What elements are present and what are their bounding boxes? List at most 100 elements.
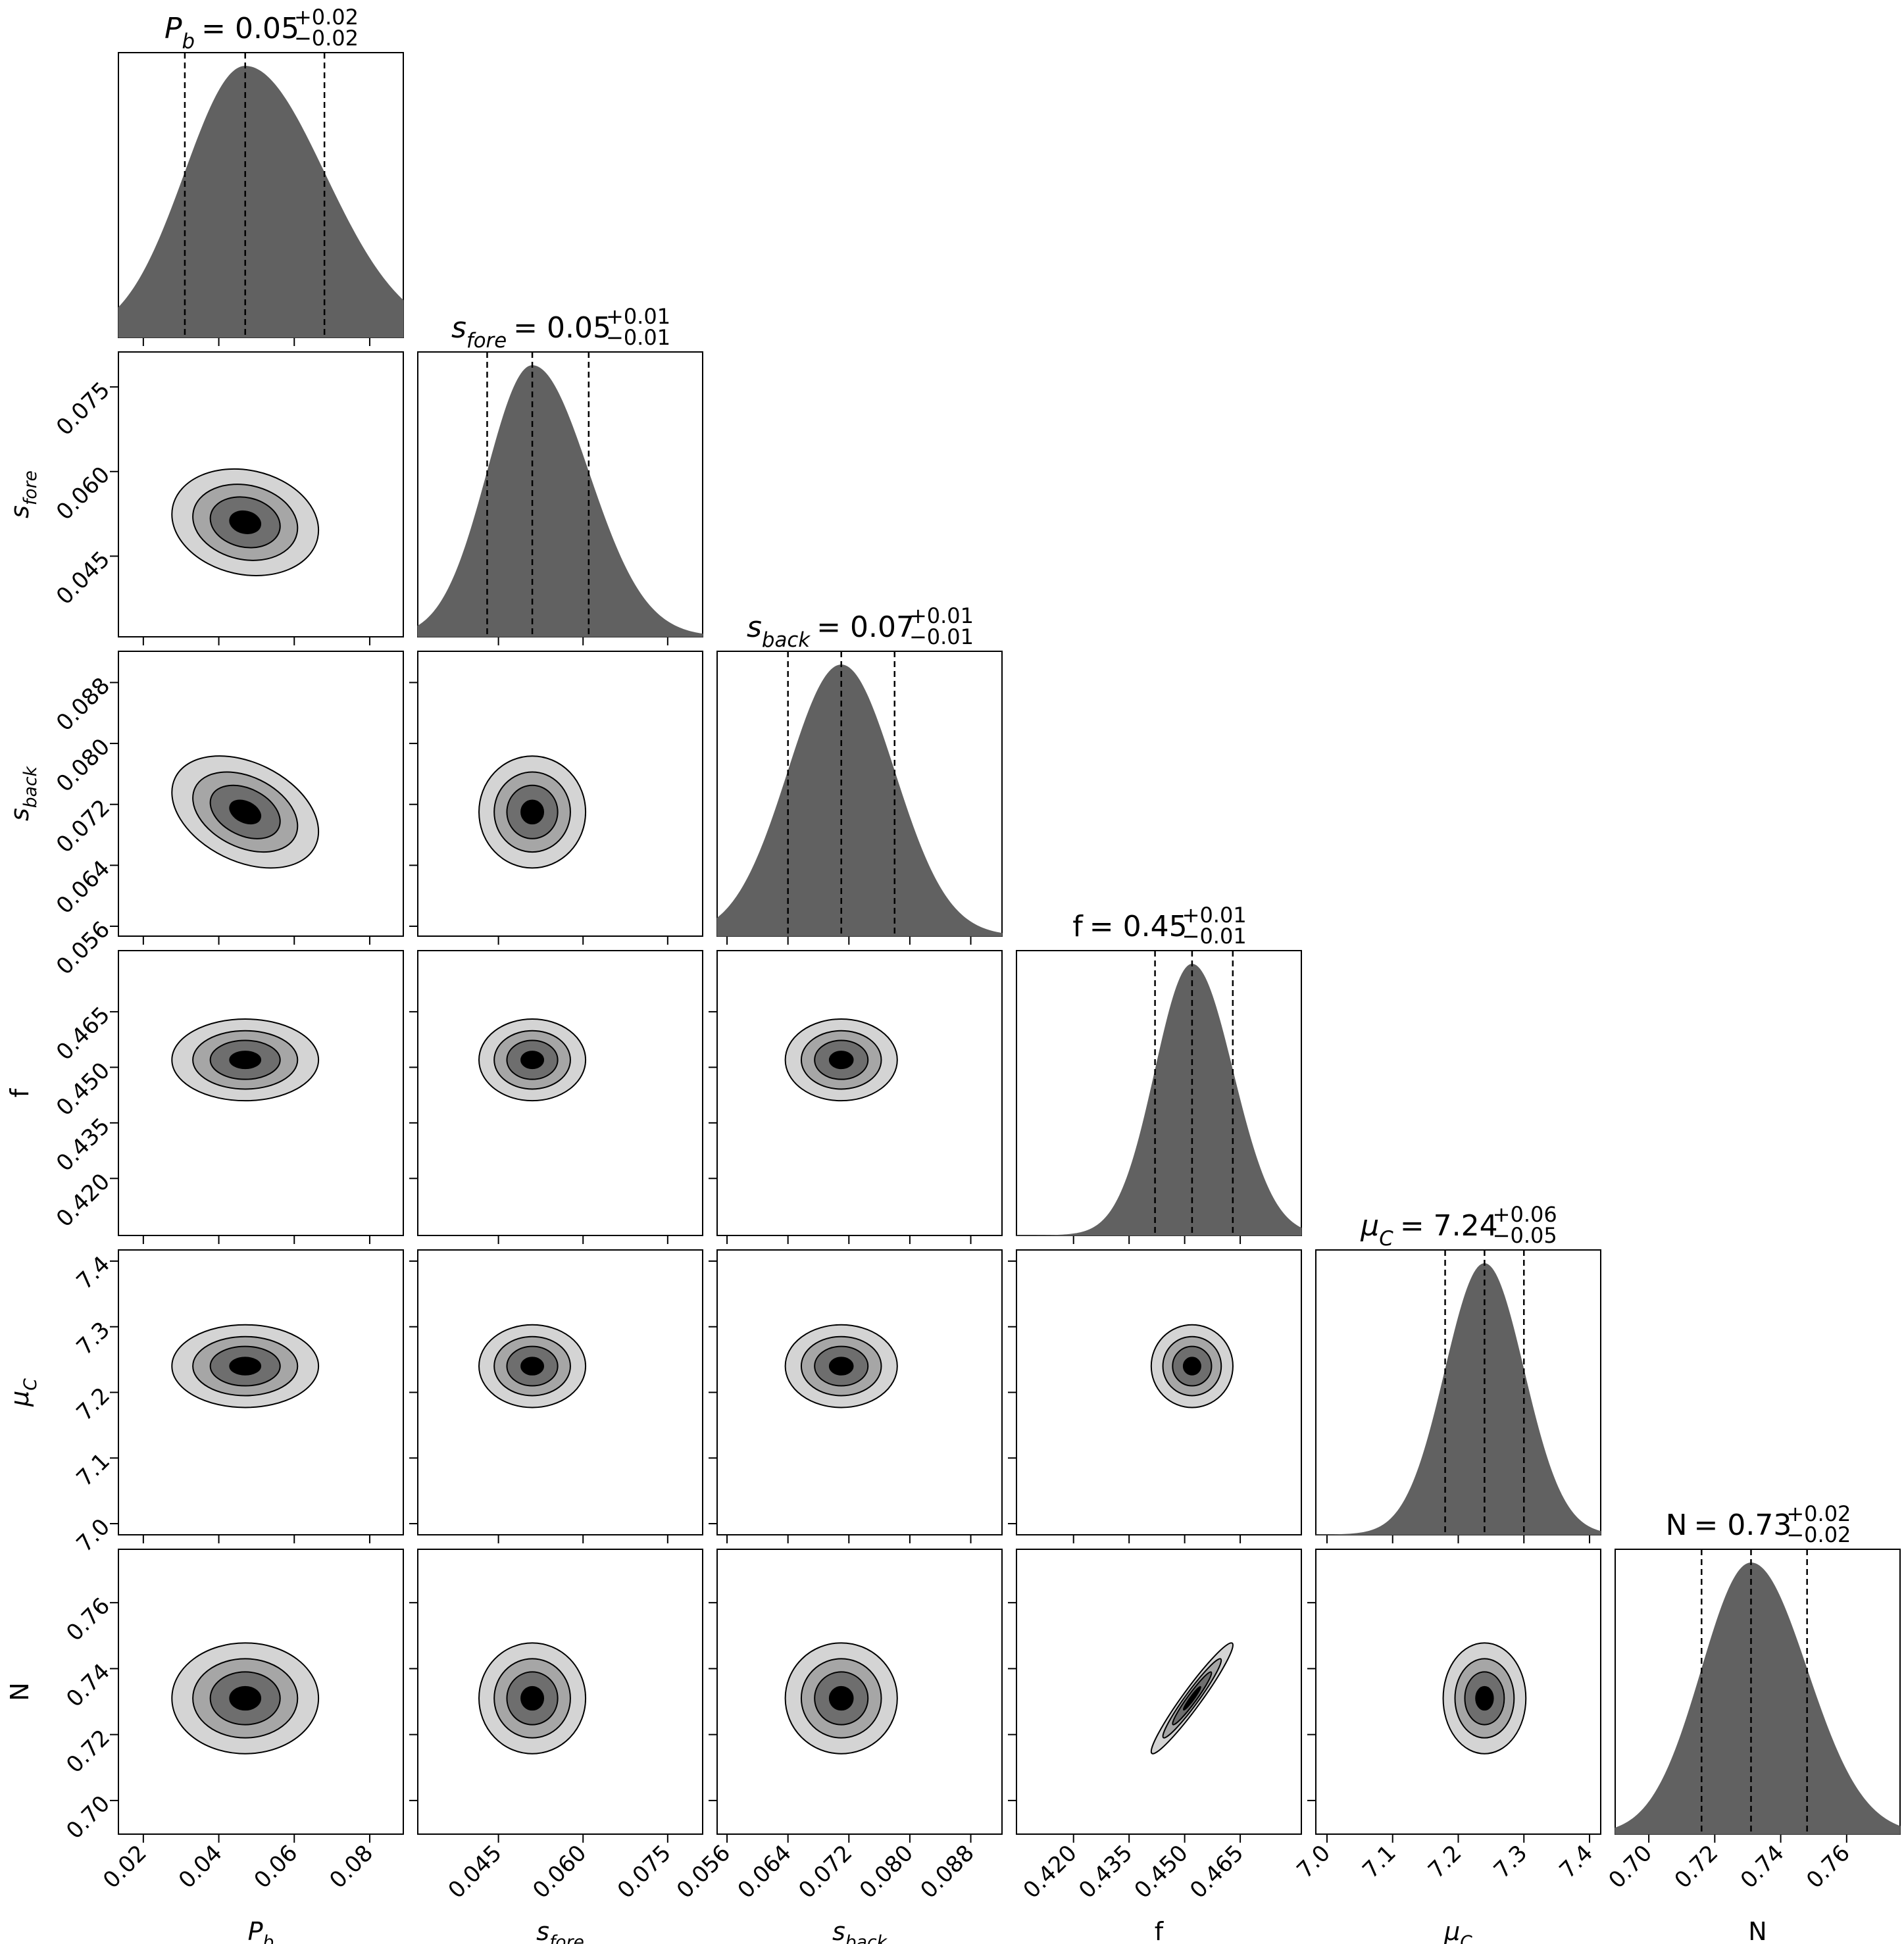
histogram (716, 664, 1003, 937)
subscript: b (263, 1932, 274, 1944)
panel (709, 950, 1003, 1244)
symbol: μ (1443, 1917, 1460, 1944)
y-tick-label: 0.088 (51, 672, 115, 736)
contour (520, 799, 545, 825)
panel-title: N = 0.73 (1666, 1508, 1792, 1542)
title-plus: +0.02 (1786, 1501, 1851, 1526)
x-axis-label: sback (832, 1917, 888, 1944)
title-minus: −0.02 (1786, 1522, 1851, 1547)
x-axis-label: f (1155, 1917, 1165, 1944)
title-minus: −0.05 (1493, 1223, 1557, 1248)
y-axis-label: f (5, 1087, 34, 1097)
histogram (118, 66, 404, 338)
panel-title: sfore = 0.05 (451, 311, 611, 353)
symbol: N (5, 1682, 34, 1701)
symbol: f (1072, 910, 1084, 943)
x-axis-label: μC (1443, 1917, 1472, 1944)
contour (828, 1051, 854, 1070)
symbol: μ (5, 1391, 34, 1407)
title-plus: +0.06 (1493, 1202, 1557, 1227)
panel (1307, 1549, 1601, 1843)
panel (709, 1549, 1003, 1843)
title-value: = 0.45 (1090, 910, 1188, 943)
contour (229, 1051, 262, 1070)
title-minus: −0.01 (909, 624, 974, 649)
x-axis-label: Pb (248, 1917, 274, 1944)
panel: sfore = 0.05+0.01−0.01 (417, 304, 703, 645)
histogram (417, 365, 703, 637)
y-tick-label: 0.060 (51, 462, 115, 526)
x-tick-label: 0.072 (793, 1840, 857, 1904)
panel (110, 651, 404, 945)
contour (1182, 1357, 1201, 1376)
panel: sback = 0.07+0.01−0.01 (716, 603, 1003, 945)
histogram (1315, 1263, 1601, 1535)
y-tick-label: 7.2 (72, 1382, 116, 1426)
x-tick-label: 7.0 (1292, 1840, 1336, 1884)
title-minus: −0.02 (294, 26, 359, 51)
panel-title: sback = 0.07 (747, 611, 914, 652)
x-tick-label: 0.76 (1801, 1840, 1855, 1894)
y-tick-label: 0.072 (51, 795, 115, 859)
y-tick-label: 0.76 (61, 1593, 115, 1647)
x-axis-label: sfore (536, 1917, 584, 1944)
x-tick-label: 7.4 (1555, 1840, 1599, 1884)
panel (409, 651, 703, 945)
y-tick-label: 7.0 (72, 1514, 116, 1558)
title-plus: +0.02 (294, 5, 359, 30)
x-tick-label: 0.465 (1185, 1840, 1249, 1904)
title-plus: +0.01 (606, 304, 670, 329)
x-tick-label: 0.06 (249, 1840, 303, 1894)
contour (229, 1685, 262, 1711)
panel (1008, 1249, 1302, 1543)
subscript: back (762, 628, 811, 652)
x-axis-label: N (1748, 1917, 1766, 1944)
panel (1008, 1549, 1302, 1843)
y-tick-label: 0.450 (51, 1057, 115, 1121)
x-tick-label: 7.3 (1489, 1840, 1533, 1884)
contour (229, 510, 262, 534)
y-tick-label: 0.420 (51, 1168, 115, 1232)
symbol: P (164, 12, 182, 45)
y-tick-label: 7.4 (72, 1251, 116, 1295)
symbol: f (1155, 1917, 1165, 1944)
x-tick-label: 0.064 (733, 1840, 797, 1904)
y-axis-label: sfore (5, 470, 41, 518)
contour (1182, 1685, 1201, 1711)
panel (409, 1549, 703, 1843)
x-tick-label: 0.74 (1736, 1840, 1790, 1894)
contour (1475, 1685, 1494, 1711)
panel: N = 0.73+0.02−0.02 (1615, 1501, 1901, 1843)
subscript: C (1379, 1227, 1393, 1251)
x-tick-label: 0.04 (174, 1840, 228, 1894)
panel (409, 950, 703, 1244)
y-tick-label: 0.080 (51, 734, 115, 797)
contour (828, 1357, 854, 1376)
x-tick-label: 0.08 (324, 1840, 378, 1894)
symbol: s (5, 505, 34, 518)
y-tick-label: 0.056 (51, 916, 115, 980)
histogram (1615, 1562, 1901, 1835)
subscript: back (20, 765, 41, 808)
panel (110, 351, 404, 645)
y-axis-label: sback (5, 765, 41, 821)
title-value: = 0.05 (201, 12, 299, 45)
x-tick-label: 0.70 (1603, 1840, 1657, 1894)
panel-title: f = 0.45 (1072, 910, 1187, 943)
contour (520, 1685, 545, 1711)
panel-title: Pb = 0.05 (164, 12, 299, 53)
contour (520, 1051, 545, 1070)
symbol: s (832, 1917, 845, 1944)
x-tick-label: 0.088 (915, 1840, 979, 1904)
y-tick-label: 0.045 (51, 546, 115, 610)
y-tick-label: 0.72 (61, 1724, 115, 1778)
y-tick-label: 0.075 (51, 377, 115, 441)
y-axis-label: N (5, 1682, 34, 1701)
panel (110, 950, 404, 1244)
symbol: s (536, 1917, 549, 1944)
title-value: = 7.24 (1400, 1209, 1498, 1243)
contour (828, 1685, 854, 1711)
x-tick-label: 0.72 (1670, 1840, 1724, 1894)
x-tick-label: 0.080 (855, 1840, 918, 1904)
contour (229, 1357, 262, 1376)
